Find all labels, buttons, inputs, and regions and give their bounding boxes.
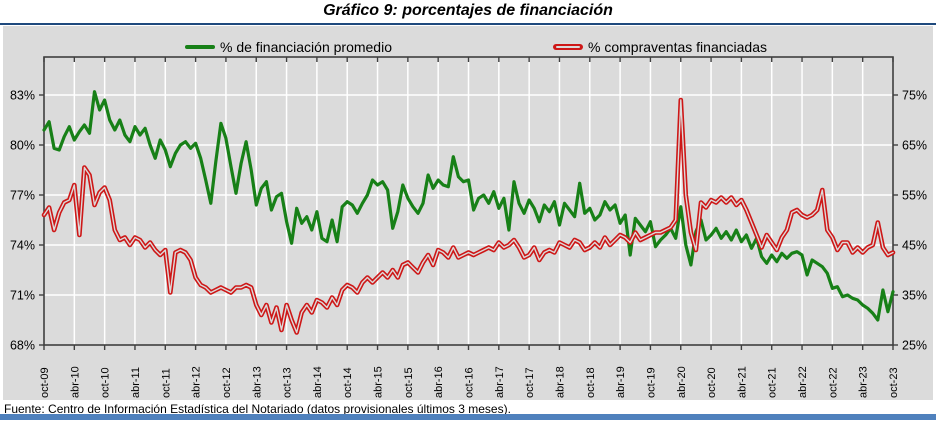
legend-item-compraventas-financiadas[interactable]: % compraventas financiadas [553, 37, 767, 57]
chart-title: Gráfico 9: porcentajes de financiación [323, 2, 613, 19]
x-axis-label: abr-23 [858, 366, 870, 398]
left-axis-label: 83% [10, 89, 35, 103]
x-axis-label: abr-19 [615, 366, 627, 398]
legend-label-financiacion-promedio: % de financiación promedio [220, 39, 392, 55]
x-axis-label: abr-22 [797, 366, 809, 398]
red-series-line-core [43, 99, 894, 334]
legend-item-financiacion-promedio[interactable]: % de financiación promedio [185, 37, 392, 57]
title-divider-rule [0, 23, 936, 25]
chart-legend: % de financiación promedio % compraventa… [0, 37, 936, 57]
x-axis-label: oct-13 [282, 367, 294, 398]
right-axis-label: 65% [902, 139, 927, 153]
left-axis-label: 68% [10, 339, 35, 353]
green-line-swatch-icon [185, 45, 215, 49]
red-double-line-swatch-icon [553, 44, 583, 50]
left-axis-label: 77% [10, 189, 35, 203]
x-axis-label: oct-23 [888, 367, 900, 398]
right-axis-label: 25% [902, 339, 927, 353]
right-axis-label: 75% [902, 89, 927, 103]
x-axis-label: abr-10 [69, 366, 81, 398]
left-axis-label: 71% [10, 289, 35, 303]
x-axis-label: oct-11 [160, 368, 172, 398]
x-axis-label: oct-10 [100, 367, 112, 398]
left-axis-label: 80% [10, 139, 35, 153]
x-axis-label: oct-21 [767, 367, 779, 398]
x-axis-label: abr-13 [251, 366, 263, 398]
x-axis-label: oct-22 [827, 367, 839, 398]
x-axis-label: oct-16 [464, 367, 476, 398]
x-axis-label: oct-14 [342, 367, 354, 398]
green-series-line [42, 90, 895, 322]
right-axis-label: 45% [902, 239, 927, 253]
x-axis-label: abr-11 [130, 367, 142, 398]
bottom-accent-bar [0, 414, 936, 420]
x-axis-label: abr-16 [433, 366, 445, 398]
x-axis-label: abr-12 [191, 366, 203, 398]
x-axis-label: oct-18 [585, 367, 597, 398]
source-note: Fuente: Centro de Información Estadístic… [4, 402, 511, 416]
x-axis-label: abr-17 [494, 366, 506, 398]
right-axis-label: 35% [902, 289, 927, 303]
x-axis-label: oct-15 [403, 367, 415, 398]
line-chart-plot: 83% 80% 77% 74% 71% 68% 75% 65% 55% 45% 35% 25% oct-… [10, 56, 927, 398]
x-axis-label: abr-20 [676, 366, 688, 398]
x-axis-label: abr-15 [373, 366, 385, 398]
x-axis-label: oct-09 [39, 367, 51, 398]
legend-label-compraventas-financiadas: % compraventas financiadas [588, 39, 767, 55]
right-axis-label: 55% [902, 189, 927, 203]
x-axis-label: abr-14 [312, 366, 324, 398]
x-axis-label: oct-20 [706, 367, 718, 398]
x-axis-label: abr-21 [736, 366, 748, 398]
x-axis-label: abr-18 [554, 366, 566, 398]
x-axis-label: oct-12 [221, 367, 233, 398]
x-axis-label: oct-17 [524, 367, 536, 398]
left-axis-label: 74% [10, 239, 35, 253]
x-axis-label: oct-19 [645, 367, 657, 398]
